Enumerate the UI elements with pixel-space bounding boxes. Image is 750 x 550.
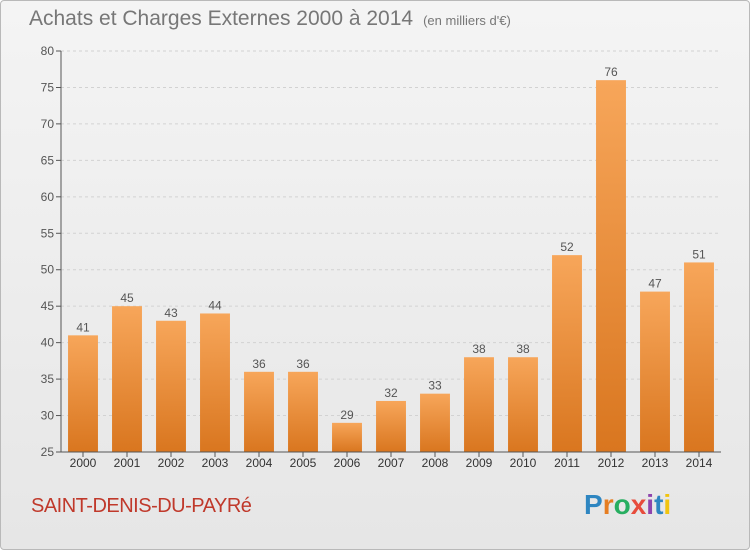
- chart-subtitle: (en milliers d'€): [423, 13, 511, 28]
- bars: 41 45 43 44 36 36 29 32 33 38 38 52 76 47 51: [68, 65, 714, 452]
- bar-value-label: 76: [604, 65, 618, 79]
- bar-value-label: 41: [76, 320, 90, 334]
- bar-2005: [288, 371, 318, 452]
- bar-2012: [596, 80, 626, 452]
- bar-2013: [640, 291, 670, 452]
- y-tick-label: 80: [41, 44, 55, 58]
- logo-letter: t: [654, 489, 664, 520]
- bar-2006: [332, 422, 362, 452]
- y-tick-label: 25: [41, 445, 55, 459]
- logo-letter: i: [646, 489, 655, 520]
- bar-2003: [200, 313, 230, 452]
- bar-value-label: 43: [164, 306, 178, 320]
- x-tick-label: 2006: [334, 456, 361, 470]
- proxiti-logo[interactable]: Proxiti: [584, 489, 671, 521]
- bar-2001: [112, 306, 142, 452]
- bar-value-label: 45: [120, 291, 134, 305]
- y-tick-label: 75: [41, 80, 55, 94]
- x-tick-label: 2003: [202, 456, 229, 470]
- x-tick-label: 2014: [686, 456, 713, 470]
- bar-value-label: 29: [340, 408, 354, 422]
- bar-value-label: 38: [472, 342, 486, 356]
- y-tick-label: 70: [41, 117, 55, 131]
- bar-2007: [376, 400, 406, 452]
- y-tick-label: 45: [41, 299, 55, 313]
- x-tick-label: 2000: [70, 456, 97, 470]
- x-tick-label: 2004: [246, 456, 273, 470]
- y-tick-label: 65: [41, 153, 55, 167]
- y-tick-label: 40: [41, 336, 55, 350]
- bar-2011: [552, 255, 582, 452]
- bar-value-label: 32: [384, 386, 398, 400]
- bar-value-label: 38: [516, 342, 530, 356]
- bar-value-label: 51: [692, 247, 706, 261]
- x-tick-label: 2013: [642, 456, 669, 470]
- x-tick-label: 2002: [158, 456, 185, 470]
- x-tick-label: 2011: [554, 456, 580, 470]
- x-tick-label: 2010: [510, 456, 537, 470]
- x-tick-label: 2008: [422, 456, 449, 470]
- bar-2008: [420, 393, 450, 452]
- commune-name: SAINT-DENIS-DU-PAYRé: [31, 495, 252, 517]
- bar-2009: [464, 357, 494, 452]
- x-tick-label: 2007: [378, 456, 405, 470]
- bar-2010: [508, 357, 538, 452]
- logo-letter: o: [613, 489, 631, 520]
- y-tick-label: 60: [41, 190, 55, 204]
- bar-2000: [68, 335, 98, 452]
- y-tick-label: 55: [41, 226, 55, 240]
- axes: 25 30 35 40 45 50 55 60 65 70 75 80 2000 2001 2002 2003…: [41, 44, 721, 470]
- y-tick-label: 50: [41, 263, 55, 277]
- bar-value-label: 47: [648, 277, 662, 291]
- chart-title-text: Achats et Charges Externes 2000 à 2014: [29, 7, 414, 30]
- logo-letter: x: [630, 489, 647, 520]
- bar-value-label: 33: [428, 379, 442, 393]
- y-tick-label: 35: [41, 372, 55, 386]
- logo-letter: P: [584, 489, 603, 520]
- x-tick-label: 2012: [598, 456, 625, 470]
- bar-2004: [244, 371, 274, 452]
- y-tick-label: 30: [41, 409, 55, 423]
- x-tick-label: 2009: [466, 456, 493, 470]
- bar-value-label: 36: [252, 357, 266, 371]
- bar-value-label: 36: [296, 357, 310, 371]
- x-tick-label: 2001: [114, 456, 141, 470]
- logo-letter: r: [602, 489, 614, 520]
- chart-title: Achats et Charges Externes 2000 à 2014 (e…: [29, 7, 511, 31]
- logo-letter: i: [663, 489, 672, 520]
- x-tick-label: 2005: [290, 456, 317, 470]
- bar-2002: [156, 320, 186, 452]
- bar-value-label: 44: [208, 298, 222, 312]
- bar-value-label: 52: [560, 240, 574, 254]
- bar-2014: [684, 262, 714, 452]
